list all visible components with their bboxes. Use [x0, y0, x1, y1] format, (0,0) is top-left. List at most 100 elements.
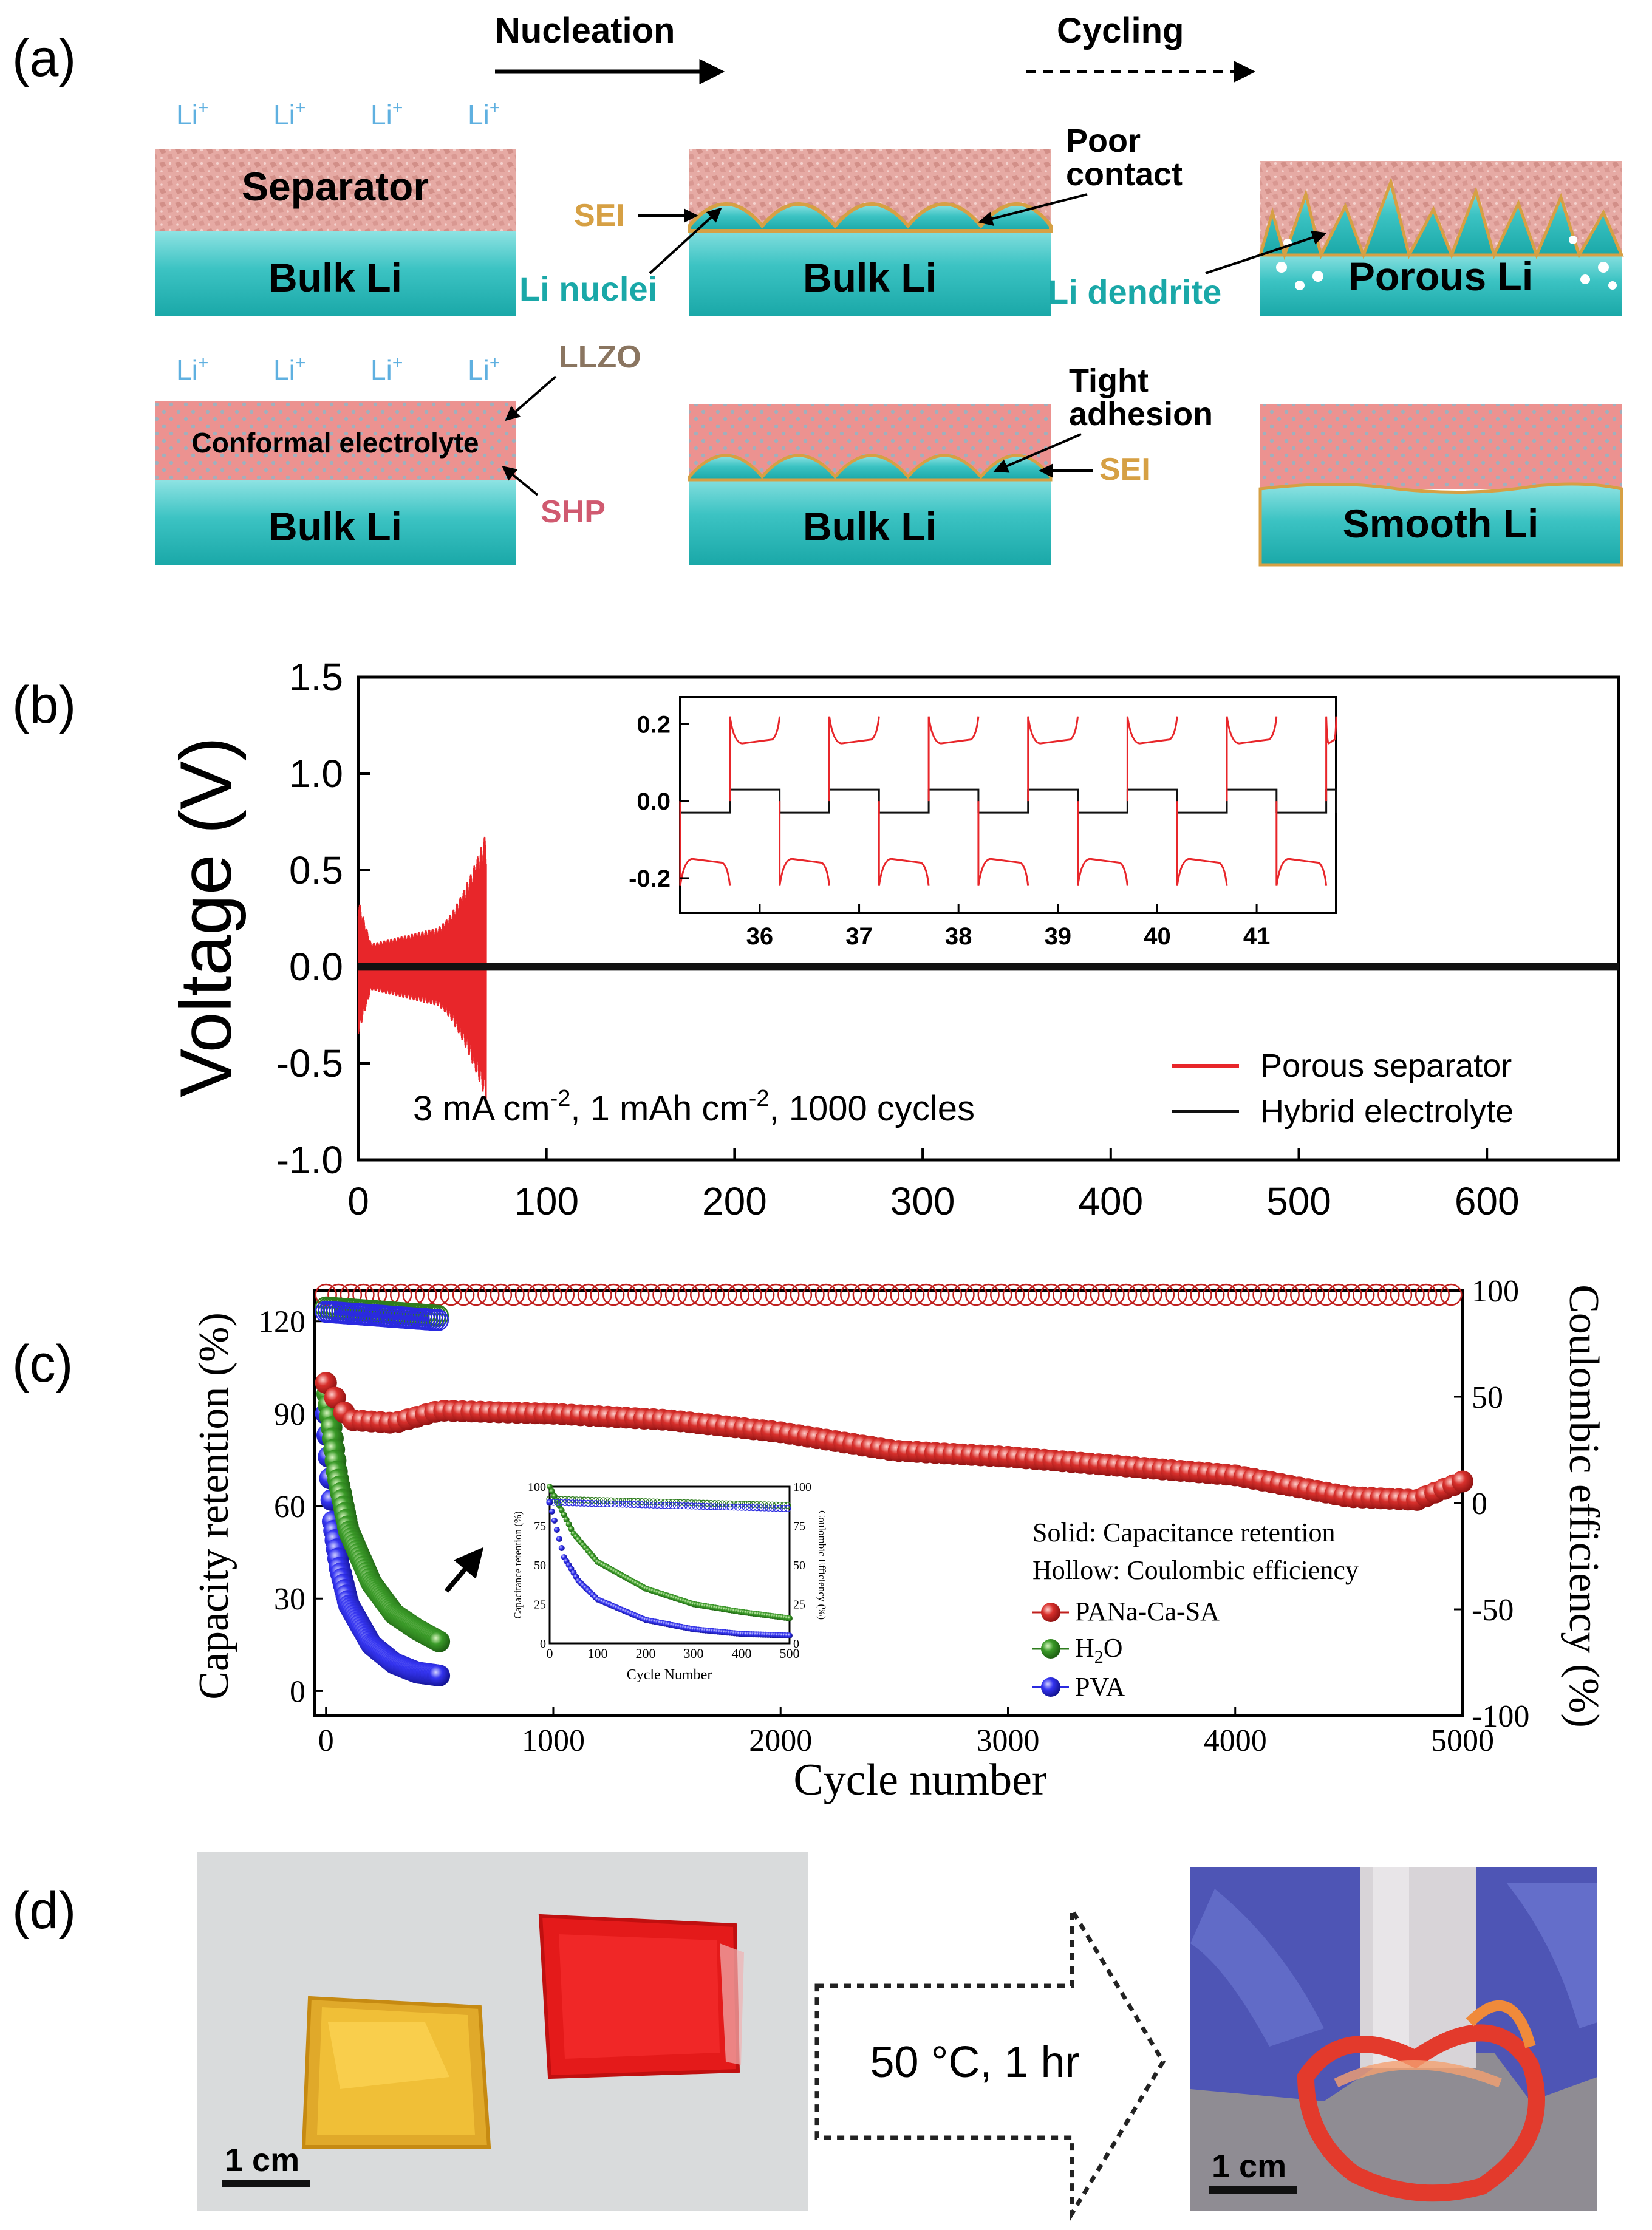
ce-marker-0: [1340, 1283, 1362, 1306]
inset-ce-marker: [784, 1505, 791, 1512]
ce-marker-0: [952, 1283, 975, 1306]
inset-retention-marker: [787, 1632, 793, 1639]
x-tick-label-b: 300: [890, 1179, 955, 1223]
inset-ce-marker: [657, 1501, 664, 1509]
heating-arrow: [814, 1902, 1166, 2221]
x-tick-label-b: 200: [702, 1179, 767, 1223]
panel-c-chart: 0 1000 2000 3000 4000 50001209060300100500-50…: [191, 1274, 1607, 1805]
x-tick-label-b: 600: [1455, 1179, 1520, 1223]
legend-marker-pva: [1041, 1677, 1060, 1697]
inset-ce-marker: [611, 1501, 619, 1508]
ce-marker-0: [415, 1283, 437, 1306]
separator-block: [155, 149, 516, 231]
ce-marker-0: [1052, 1283, 1075, 1306]
inset-ce-marker: [688, 1502, 695, 1510]
svg-text:Li+: Li+: [370, 353, 403, 386]
inset-ce-marker: [738, 1504, 745, 1511]
inset-frame-b: [679, 696, 1337, 914]
ce-marker-0: [839, 1283, 862, 1306]
ce-marker-0: [1402, 1283, 1425, 1306]
scale-label-left: 1 cm: [225, 2142, 299, 2178]
y-axis-label-left-c: Capacity retention (%): [191, 1312, 237, 1700]
y-axis-ticks-b: 1.5 1.0 0.5 0.0 -0.5 -1.0: [276, 655, 370, 1182]
inset-retention-marker: [558, 1545, 565, 1552]
inset-ce-marker: [554, 1499, 561, 1506]
poor-contact-label: Poor: [1066, 123, 1141, 159]
inset-ce-marker: [654, 1501, 661, 1509]
inset-retention-marker: [787, 1615, 793, 1621]
ce-marker-0: [514, 1283, 538, 1306]
inset-retention-marker: [553, 1526, 560, 1533]
ce-marker-0: [977, 1283, 1000, 1306]
y-right-tick-label-c: 0: [1472, 1487, 1487, 1521]
ce-marker-0: [602, 1283, 625, 1306]
panel-b-chart: 1.5 1.0 0.5 0.0 -0.5 -1.0 0 100 200 300 400 500 600…: [165, 655, 1620, 1223]
ce-marker-0: [640, 1283, 663, 1306]
bulk-li-label-bottom-mid: Bulk Li: [803, 504, 937, 549]
inset-x-tick-label-c: 200: [636, 1646, 656, 1661]
inset-x-tick-label-b: 37: [845, 923, 873, 950]
inset-ce-marker: [711, 1503, 718, 1510]
bulk-li-label-mid: Bulk Li: [803, 255, 937, 300]
ce-marker-0: [502, 1283, 525, 1306]
x-tick-label-c: 5000: [1431, 1724, 1494, 1758]
ce-marker-0: [1190, 1283, 1212, 1306]
sei-label-bottom: SEI: [1099, 452, 1150, 487]
inset-pointer-arrow: [444, 1547, 484, 1593]
plot-frame-c: [313, 1289, 1464, 1717]
ce-marker-0: [1427, 1283, 1450, 1306]
tight-adhesion-label: Tight: [1069, 363, 1149, 399]
ce-marker-0: [565, 1283, 587, 1306]
inset-retention-marker: [556, 1536, 562, 1542]
inset-ce-marker: [707, 1503, 715, 1510]
inset-ce-marker: [646, 1501, 653, 1509]
inset-y-right-tick-label-c: 25: [793, 1598, 805, 1612]
smooth-li-label: Smooth Li: [1343, 501, 1539, 546]
inset-x-tick-label-b: 40: [1144, 923, 1171, 950]
x-tick-label-b: 500: [1266, 1179, 1331, 1223]
li-nuclei-shape: [688, 202, 1053, 233]
inset-retention-marker: [547, 1484, 553, 1490]
li-dendrite-label: Li dendrite: [1048, 273, 1221, 311]
inset-ce-marker: [584, 1499, 592, 1507]
inset-ce-marker: [773, 1504, 780, 1512]
ce-marker-0: [490, 1283, 513, 1306]
inset-x-tick-label-c: 500: [780, 1646, 800, 1661]
inset-y-left-tick-label-c: 50: [534, 1559, 546, 1572]
ce-marker-0: [752, 1283, 775, 1306]
red-gel-piece: [538, 1914, 744, 2079]
y-left-tick-label-c: 90: [274, 1397, 305, 1432]
inset-y-right-tick-label-c: 50: [793, 1559, 805, 1572]
series-porous-separator: [357, 836, 487, 1102]
y-left-tick-label-c: 0: [290, 1674, 305, 1709]
inset-ce-marker: [749, 1504, 757, 1512]
legend-b: Porous separator Hybrid electrolyte: [1172, 1048, 1514, 1130]
x-tick-label-b: 400: [1078, 1179, 1143, 1223]
y-left-tick-label-c: 30: [274, 1582, 305, 1617]
retention-marker-2: [428, 1664, 451, 1686]
inset-y-right-tick-label-c: 75: [793, 1520, 805, 1533]
inset-ylabel-right-c: Coulombic Efficiency (%): [816, 1510, 828, 1620]
ce-marker-0: [627, 1283, 650, 1306]
ce-marker-0: [1415, 1283, 1438, 1306]
x-tick-label-c: 1000: [522, 1724, 585, 1758]
inset-retention-marker: [551, 1493, 558, 1499]
ce-marker-0: [615, 1283, 637, 1306]
ce-marker-0: [652, 1283, 675, 1306]
inset-ce-marker: [692, 1502, 699, 1510]
ce-marker-0: [1202, 1283, 1225, 1306]
y-axis-label-b: Voltage (V): [165, 737, 247, 1097]
inset-ce-marker: [746, 1504, 753, 1511]
inset-ce-marker: [569, 1499, 576, 1507]
ce-marker-0: [814, 1283, 838, 1306]
inset-ce-marker: [680, 1502, 688, 1510]
porous-li-label: Porous Li: [1348, 254, 1533, 299]
inset-retention-marker: [558, 1507, 565, 1513]
svg-text:Li+: Li+: [176, 353, 208, 386]
inset-retention-marker: [556, 1502, 562, 1509]
inset-y-tick-label-b: 0.0: [637, 788, 671, 815]
inset-ce-marker: [726, 1503, 734, 1511]
dendrite-shape: [1258, 177, 1624, 261]
inset-retention-marker: [568, 1526, 575, 1532]
